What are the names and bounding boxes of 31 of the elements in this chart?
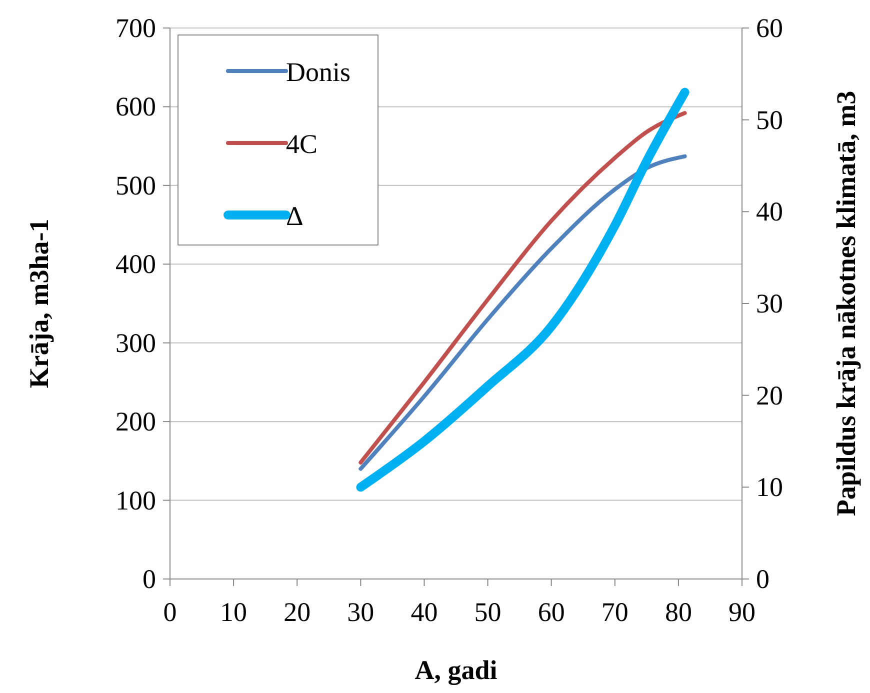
y2-tick-label: 60 bbox=[756, 13, 783, 43]
y-tick-label: 400 bbox=[116, 249, 156, 280]
y-tick-label: 700 bbox=[116, 13, 156, 43]
x-tick-label: 20 bbox=[284, 597, 311, 627]
x-tick-label: 40 bbox=[410, 597, 438, 627]
legend-label: 4C bbox=[286, 129, 318, 159]
y2-tick-label: 30 bbox=[756, 288, 783, 318]
y2-tick-label: 40 bbox=[756, 196, 783, 227]
x-tick-label: 80 bbox=[664, 597, 692, 627]
y2-tick-label: 10 bbox=[756, 472, 783, 502]
x-tick-label: 0 bbox=[163, 597, 177, 627]
y-tick-label: 300 bbox=[116, 328, 156, 358]
y2-axis-title: Papildus krāja nākotnes klimatā, m3 bbox=[831, 90, 861, 516]
x-tick-label: 30 bbox=[347, 597, 374, 627]
legend-label: Donis bbox=[286, 57, 351, 87]
x-axis-title: A, gadi bbox=[414, 655, 498, 685]
y-tick-label: 600 bbox=[116, 92, 156, 122]
x-tick-label: 50 bbox=[474, 597, 502, 627]
x-tick-label: 70 bbox=[601, 597, 628, 627]
y2-tick-label: 20 bbox=[756, 380, 783, 410]
y-tick-label: 200 bbox=[116, 406, 156, 437]
y-tick-label: 0 bbox=[142, 564, 156, 594]
legend-label: Δ bbox=[286, 201, 304, 231]
y-tick-label: 500 bbox=[116, 170, 156, 200]
y-tick-label: 100 bbox=[116, 485, 156, 516]
x-tick-label: 10 bbox=[220, 597, 248, 627]
y2-tick-label: 50 bbox=[756, 104, 783, 135]
y2-tick-label: 0 bbox=[756, 564, 770, 594]
x-tick-label: 90 bbox=[728, 597, 756, 627]
y-axis-title: Krāja, m3ha-1 bbox=[24, 218, 54, 388]
x-tick-label: 60 bbox=[538, 597, 565, 627]
